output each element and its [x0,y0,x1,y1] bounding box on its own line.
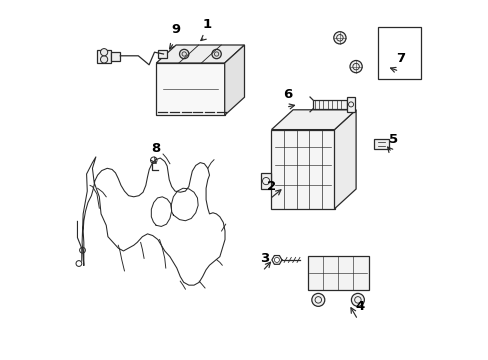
Circle shape [101,56,107,63]
Circle shape [333,32,346,44]
Bar [158,50,167,58]
Polygon shape [156,63,224,115]
Circle shape [349,60,362,73]
Polygon shape [334,110,355,209]
Text: 7: 7 [396,52,405,65]
Polygon shape [260,173,271,189]
Text: 9: 9 [171,23,180,36]
Text: 3: 3 [259,252,268,265]
Bar [111,52,120,61]
Text: 4: 4 [354,300,364,313]
Polygon shape [224,45,244,115]
Circle shape [211,49,221,59]
Bar [307,256,368,290]
Bar [373,139,387,149]
Bar [97,50,111,63]
Polygon shape [271,130,334,209]
Polygon shape [156,45,244,63]
Bar [346,97,354,112]
Text: 2: 2 [266,180,276,193]
Text: 6: 6 [283,88,292,101]
Text: 8: 8 [151,142,161,155]
Circle shape [101,49,107,56]
Polygon shape [271,110,355,130]
Bar [312,100,346,109]
Circle shape [351,293,364,306]
Text: 1: 1 [202,18,211,31]
Circle shape [179,49,188,59]
Text: 5: 5 [388,133,398,146]
Circle shape [311,293,324,306]
Bar [377,27,420,79]
